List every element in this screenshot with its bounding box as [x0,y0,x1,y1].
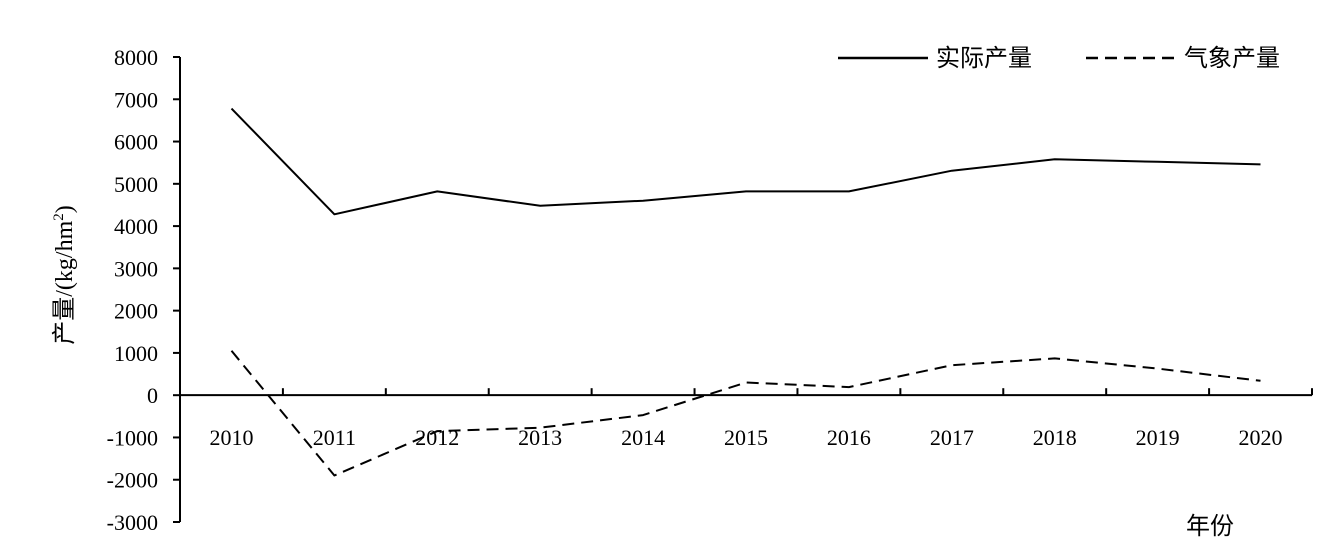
x-tick-label: 2016 [827,425,871,450]
x-tick-label: 2018 [1033,425,1077,450]
y-tick-label: 3000 [114,256,158,281]
x-tick-label: 2015 [724,425,768,450]
y-tick-label: 4000 [114,214,158,239]
x-tick-label: 2011 [313,425,356,450]
y-tick-label: 7000 [114,87,158,112]
y-tick-label: 5000 [114,172,158,197]
x-tick-label: 2017 [930,425,974,450]
y-tick-label: 2000 [114,299,158,324]
y-tick-label: 6000 [114,130,158,155]
y-tick-label: -3000 [107,510,158,535]
chart-axes: 8000 7000 6000 5000 4000 3000 2000 1000 0 -1000 -2… [107,45,1313,535]
x-tick-label: 2019 [1136,425,1180,450]
legend-label-climatic-yield: 气象产量 [1184,45,1280,72]
y-tick-label: -2000 [107,468,158,493]
x-tick-label: 2010 [209,425,253,450]
x-tick-label: 2014 [621,425,665,450]
y-tick-label: 0 [147,383,158,408]
series-line-actual-yield [230,107,1261,216]
series-line-climatic-yield [230,350,1261,477]
y-tick-label: 1000 [114,341,158,366]
y-tick-label: -1000 [107,425,158,450]
x-tick-label: 2020 [1239,425,1283,450]
y-tick-label: 8000 [114,45,158,70]
legend-label-actual-yield: 实际产量 [936,45,1032,72]
chart-legend: 实际产量 气象产量 [838,45,1280,72]
y-axis-title: 产量/(kg/hm2) [51,205,78,345]
x-axis-title: 年份 [1186,513,1234,540]
x-tick-label: 2013 [518,425,562,450]
chart-series [230,107,1261,477]
